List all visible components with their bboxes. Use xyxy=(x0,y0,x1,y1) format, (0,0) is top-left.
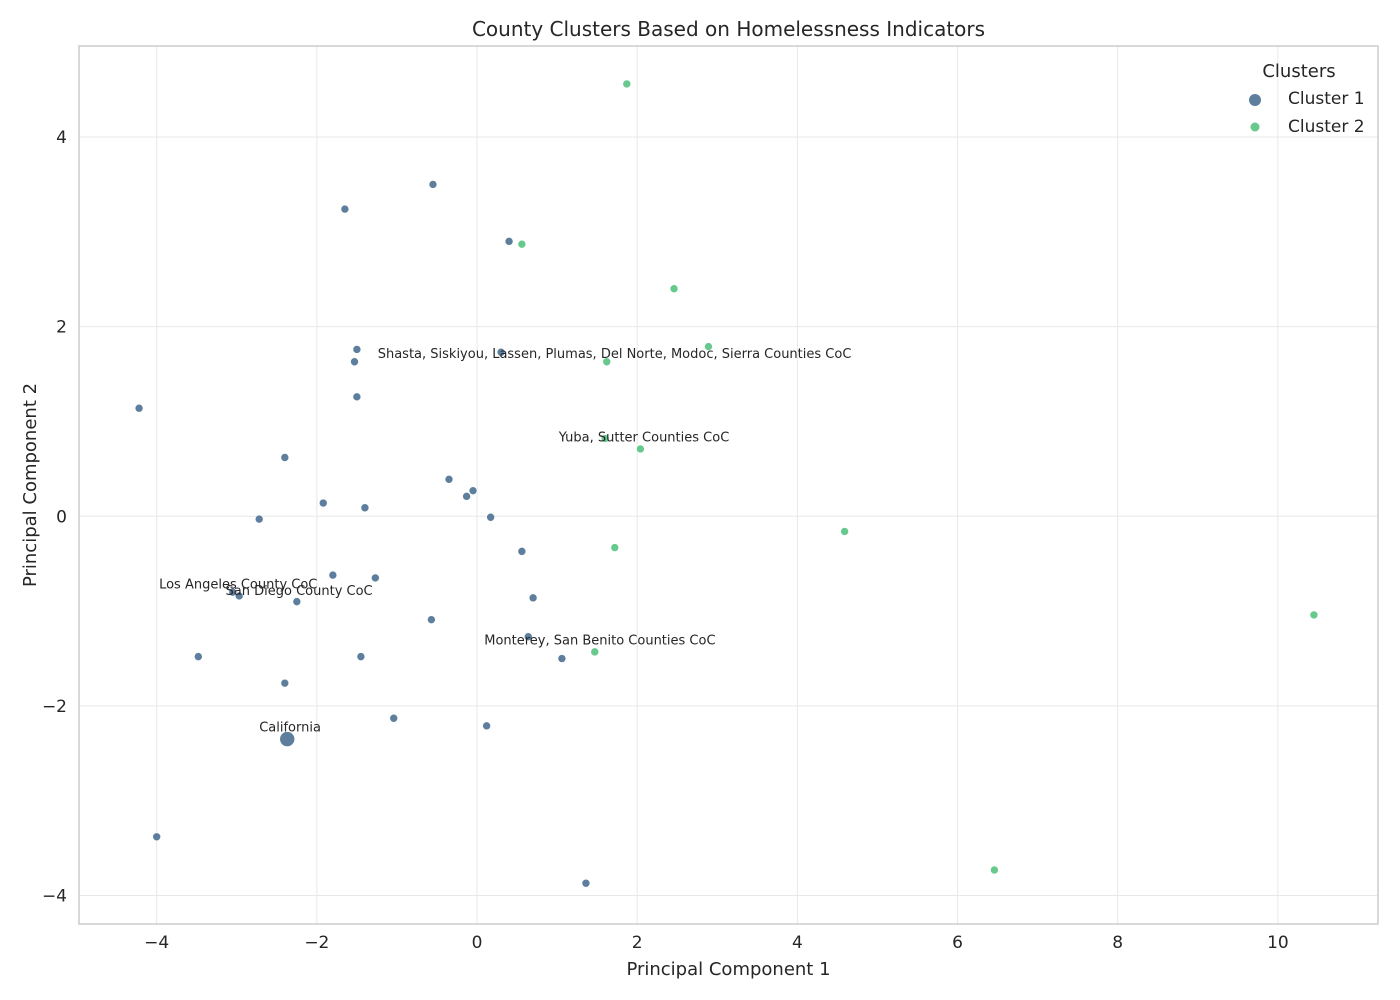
legend-label-cluster-1: Cluster 1 xyxy=(1288,89,1365,109)
cluster-2-point xyxy=(600,434,610,443)
x-tick-label: −4 xyxy=(144,933,169,953)
cluster-1-point xyxy=(328,570,338,580)
x-tick-label: 0 xyxy=(472,933,483,953)
cluster-2-point xyxy=(840,527,849,536)
cluster-1-point xyxy=(352,345,362,354)
cluster-1-point xyxy=(254,514,264,524)
cluster-1-point xyxy=(468,486,478,495)
point-annotations: Shasta, Siskiyou, Lassen, Plumas, Del No… xyxy=(159,347,851,736)
cluster-1-point xyxy=(134,403,144,413)
y-tick-label: 0 xyxy=(56,507,67,527)
point-annotation: Los Angeles County CoC xyxy=(159,577,317,592)
cluster-2-point xyxy=(1309,610,1319,620)
cluster-2-point xyxy=(669,284,679,294)
cluster-2-point xyxy=(517,239,527,249)
cluster-1-point xyxy=(523,632,533,642)
y-tick-label: −2 xyxy=(42,697,67,717)
legend-title: Clusters xyxy=(1262,61,1335,82)
point-annotation: Shasta, Siskiyou, Lassen, Plumas, Del No… xyxy=(378,347,852,362)
legend: Clusters Cluster 1 Cluster 2 xyxy=(1249,61,1365,137)
cluster-1-point xyxy=(389,713,399,723)
cluster-1-point xyxy=(557,654,567,663)
legend-marker-cluster-1 xyxy=(1249,94,1261,106)
x-tick-label: 4 xyxy=(792,933,803,953)
x-tick-label: 10 xyxy=(1267,933,1289,953)
cluster-1-point xyxy=(152,832,161,842)
grid xyxy=(79,46,1378,924)
cluster-2-point xyxy=(610,543,620,552)
cluster-1-point xyxy=(280,678,290,688)
cluster-1-point xyxy=(581,878,591,888)
x-tick-label: 6 xyxy=(952,933,963,953)
cluster-1-point xyxy=(352,392,362,402)
cluster-1-point xyxy=(292,597,302,606)
cluster-1-point xyxy=(496,347,506,357)
point-annotation: California xyxy=(259,721,321,736)
cluster-2-point xyxy=(590,647,600,657)
y-axis-label: Principal Component 2 xyxy=(20,383,41,587)
cluster-1-point xyxy=(486,512,495,522)
cluster-1-point xyxy=(371,573,380,583)
legend-marker-cluster-2 xyxy=(1250,122,1260,132)
cluster-1-point xyxy=(279,731,296,747)
point-annotation: Monterey, San Benito Counties CoC xyxy=(484,633,715,648)
cluster-2-point xyxy=(704,342,713,351)
plot-frame xyxy=(78,45,1379,925)
cluster-1-point xyxy=(228,587,238,597)
data-points xyxy=(134,79,1319,888)
chart-title: County Clusters Based on Homelessness In… xyxy=(472,17,985,41)
x-tick-label: −2 xyxy=(304,933,329,953)
cluster-1-point xyxy=(504,237,514,246)
cluster-1-point xyxy=(356,652,366,661)
x-axis-ticks: −4 −2 0 2 4 6 8 10 xyxy=(144,933,1289,953)
cluster-1-point xyxy=(517,547,527,556)
y-tick-label: 2 xyxy=(56,318,67,338)
cluster-1-point xyxy=(428,180,438,189)
x-tick-label: 8 xyxy=(1112,933,1123,953)
y-axis-ticks: −4 −2 0 2 4 xyxy=(42,128,67,907)
x-axis-label: Principal Component 1 xyxy=(626,959,830,980)
cluster-1-point xyxy=(360,503,370,513)
cluster-1-point xyxy=(482,721,491,731)
cluster-2-point xyxy=(990,865,999,875)
cluster-1-point xyxy=(340,204,350,214)
legend-label-cluster-2: Cluster 2 xyxy=(1288,117,1365,137)
cluster-2-point xyxy=(602,357,612,367)
cluster-1-point xyxy=(462,492,471,501)
x-tick-label: 2 xyxy=(632,933,643,953)
cluster-2-point xyxy=(636,444,645,454)
point-annotation: Yuba, Sutter Counties CoC xyxy=(558,430,730,445)
cluster-1-point xyxy=(194,652,203,661)
cluster-1-point xyxy=(280,453,290,462)
y-tick-label: −4 xyxy=(42,887,67,907)
cluster-1-point xyxy=(234,591,244,601)
cluster-2-point xyxy=(622,79,632,89)
point-annotation: San Diego County CoC xyxy=(226,584,373,599)
cluster-1-point xyxy=(528,593,538,603)
cluster-1-point xyxy=(350,357,359,367)
y-tick-label: 4 xyxy=(56,128,67,148)
cluster-1-point xyxy=(318,498,328,508)
cluster-1-point xyxy=(427,615,436,624)
cluster-1-point xyxy=(444,475,454,484)
